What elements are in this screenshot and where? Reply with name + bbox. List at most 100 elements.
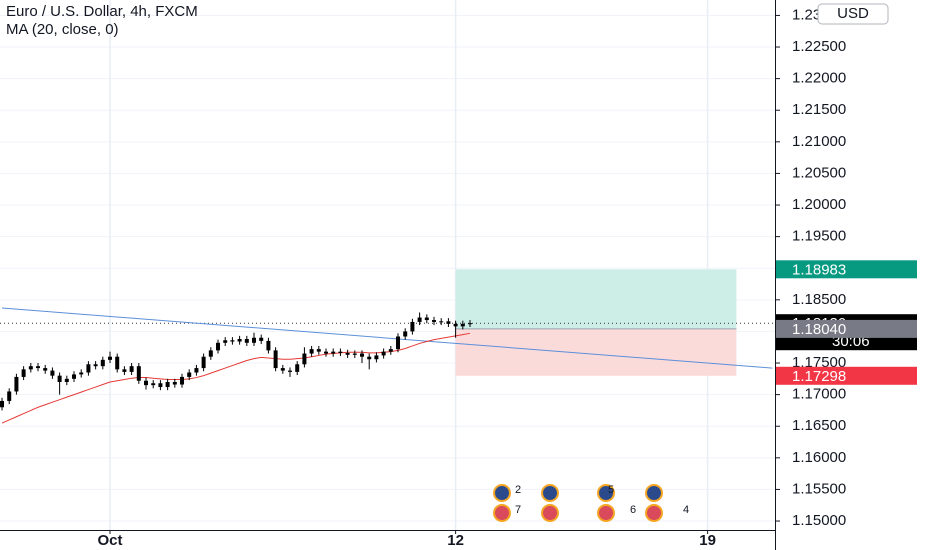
candle-body <box>144 380 149 386</box>
y-tick-label: 1.16500 <box>792 417 846 434</box>
candle-body <box>64 378 69 382</box>
candle-body <box>331 351 336 354</box>
candle-body <box>439 321 444 323</box>
candle-body <box>86 364 91 373</box>
candle-body <box>460 323 465 327</box>
candle-body <box>21 369 26 377</box>
candle-body <box>316 349 321 352</box>
candle-body <box>446 321 451 324</box>
time-axis-bg <box>0 530 775 550</box>
candle-body <box>367 356 372 360</box>
y-tick-label: 1.15000 <box>792 512 846 529</box>
candle-body <box>72 374 77 379</box>
price-label-bg <box>776 366 917 385</box>
candle-body <box>194 368 199 373</box>
candle-body <box>43 368 48 371</box>
candle-body <box>28 366 33 370</box>
candle-body <box>230 340 235 342</box>
candle-body <box>259 337 264 341</box>
candle-body <box>151 383 156 386</box>
y-tick-label: 1.22000 <box>792 70 846 87</box>
candle-body <box>352 353 357 355</box>
candle-body <box>100 359 105 367</box>
event-count: 7 <box>515 504 521 516</box>
candle-body <box>0 400 5 408</box>
candle-body <box>136 366 141 381</box>
y-tick-label: 1.21500 <box>792 101 846 118</box>
candle-body <box>7 391 12 401</box>
candle-body <box>324 351 329 354</box>
event-icon <box>493 484 511 502</box>
candle-body <box>79 372 84 375</box>
price-label: 1.18983 <box>792 261 846 278</box>
candle-body <box>122 369 127 372</box>
candle-body <box>266 340 271 351</box>
candle-body <box>403 331 408 337</box>
event-icon <box>645 484 663 502</box>
y-tick-label: 1.16000 <box>792 449 846 466</box>
y-tick-label: 1.17500 <box>792 354 846 371</box>
candle-body <box>223 340 228 343</box>
event-count: 6 <box>630 504 636 516</box>
trend-line <box>1 307 773 369</box>
candle-body <box>57 375 62 382</box>
candle-body <box>432 320 437 322</box>
candle-body <box>396 336 401 350</box>
candle-body <box>36 366 41 369</box>
y-tick-label: 1.20000 <box>792 196 846 213</box>
candle-body <box>237 339 242 342</box>
candle-body <box>252 337 257 343</box>
event-icon <box>493 504 511 522</box>
stop-zone <box>455 328 737 376</box>
target-zone <box>455 269 737 329</box>
candle-body <box>295 364 300 372</box>
y-tick-label: 1.22500 <box>792 38 846 55</box>
event-icon <box>645 504 663 522</box>
y-tick-label: 1.20500 <box>792 164 846 181</box>
event-count: 5 <box>608 484 614 496</box>
candle-body <box>345 352 350 355</box>
candle-body <box>417 317 422 322</box>
event-count: 4 <box>683 504 689 516</box>
price-label: 1.18040 <box>792 321 846 338</box>
candle-body <box>273 350 278 369</box>
currency-button <box>817 3 889 25</box>
y-tick-label: 1.18500 <box>792 291 846 308</box>
currency-label: USD <box>837 5 869 22</box>
y-tick-label: 1.21000 <box>792 133 846 150</box>
price-label-bg <box>776 319 917 338</box>
candle-body <box>309 349 314 354</box>
candle-body <box>338 351 343 353</box>
y-tick-label: 1.17000 <box>792 386 846 403</box>
candle-body <box>115 356 120 370</box>
candle-body <box>158 383 163 388</box>
x-tick-label: 19 <box>699 532 716 549</box>
candle-body <box>14 376 19 392</box>
candle-body <box>172 381 177 385</box>
candle-body <box>410 321 415 332</box>
event-icon <box>541 504 559 522</box>
candle-body <box>453 323 458 327</box>
candle-body <box>302 353 307 365</box>
candle-body <box>388 349 393 352</box>
candle-body <box>180 376 185 385</box>
chart-title: Euro / U.S. Dollar, 4h, FXCM <box>6 3 198 20</box>
y-tick-label: 1.15500 <box>792 480 846 497</box>
price-label: 1.17298 <box>792 368 846 385</box>
candle-body <box>187 372 192 377</box>
candle-body <box>201 356 206 369</box>
price-label-bg <box>776 260 917 279</box>
candle-body <box>129 366 134 372</box>
y-tick-label: 1.19500 <box>792 228 846 245</box>
candle-body <box>381 351 386 356</box>
event-icon <box>597 504 615 522</box>
candle-body <box>244 339 249 343</box>
candle-body <box>468 323 473 325</box>
candle-body <box>216 342 221 351</box>
x-tick-label: Oct <box>98 532 123 549</box>
x-tick-label: 12 <box>447 532 464 549</box>
event-icon <box>597 484 615 502</box>
candle-body <box>374 355 379 360</box>
candle-body <box>93 364 98 367</box>
